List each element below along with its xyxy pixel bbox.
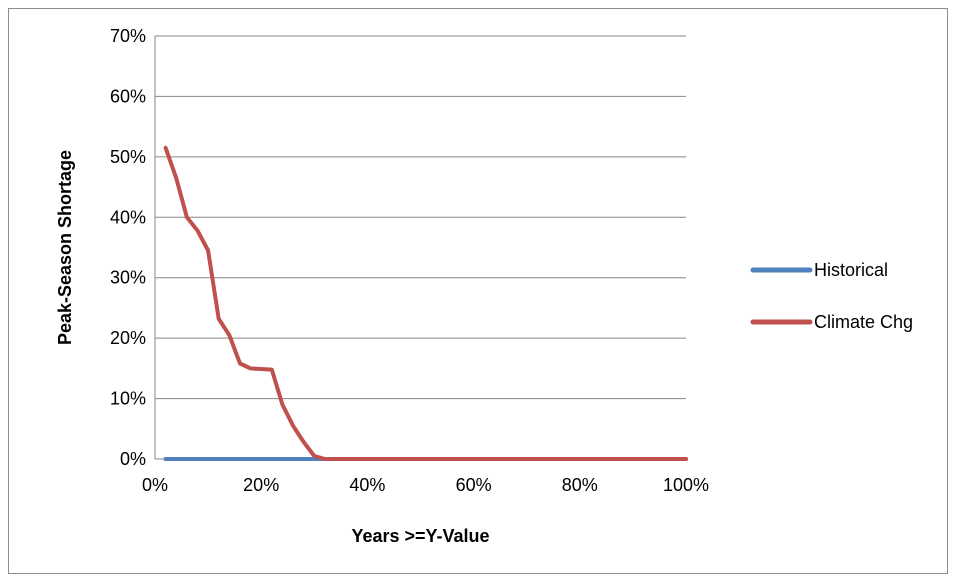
x-tick-label: 80% (562, 475, 598, 495)
y-tick-label: 60% (110, 86, 146, 106)
series-layer (163, 145, 688, 461)
chart-area (8, 8, 948, 574)
y-tick-label: 10% (110, 389, 146, 409)
y-tick-label: 40% (110, 207, 146, 227)
x-tick-label: 0% (142, 475, 168, 495)
series-line-climate-chg (163, 145, 688, 461)
y-tick-label: 20% (110, 328, 146, 348)
x-axis-ticks: 0% 20% 40% 60% 80% 100% (142, 475, 709, 495)
x-axis-title: Years >=Y-Value (351, 526, 489, 546)
x-tick-label: 100% (663, 475, 709, 495)
y-axis-title: Peak-Season Shortage (55, 150, 75, 345)
legend-label-historical: Historical (814, 260, 888, 280)
x-tick-label: 20% (243, 475, 279, 495)
x-tick-label: 60% (456, 475, 492, 495)
legend-label-climate-chg: Climate Chg (814, 312, 913, 332)
y-tick-label: 50% (110, 147, 146, 167)
legend: Historical Climate Chg (750, 260, 913, 332)
y-tick-label: 0% (120, 449, 146, 469)
gridlines (155, 35, 686, 400)
y-tick-label: 30% (110, 268, 146, 288)
y-axis-ticks: 0% 10% 20% 30% 40% 50% 60% 70% (110, 26, 146, 469)
x-tick-label: 40% (349, 475, 385, 495)
y-tick-label: 70% (110, 26, 146, 46)
